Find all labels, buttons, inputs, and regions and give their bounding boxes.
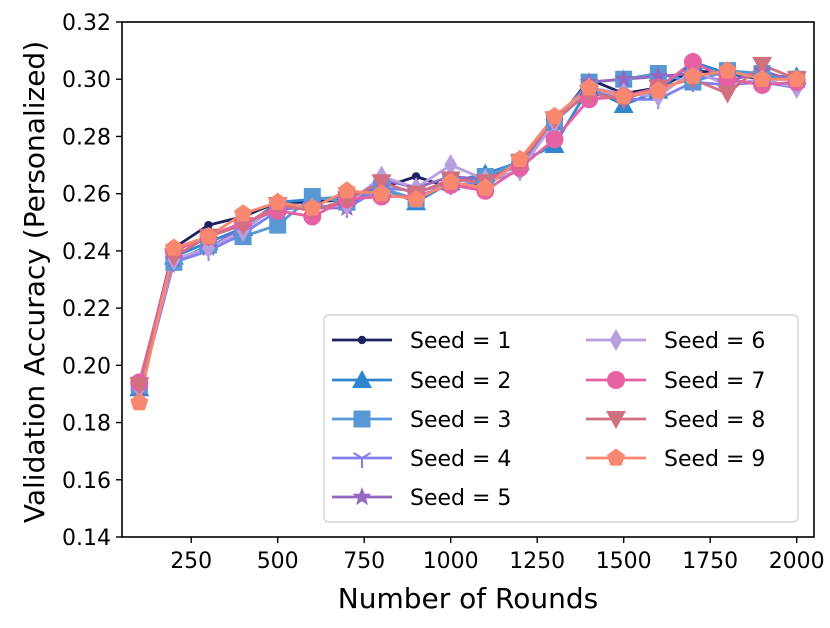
series-point-seed-3 <box>269 216 287 234</box>
legend-label: Seed = 8 <box>664 408 765 433</box>
legend-label: Seed = 1 <box>410 329 511 354</box>
legend-swatch-marker <box>353 410 371 428</box>
legend-swatch-marker <box>607 371 625 389</box>
y-tick-label: 0.26 <box>62 183 111 208</box>
legend-item-seed-3: Seed = 3 <box>332 408 511 433</box>
x-tick-label: 2000 <box>769 549 825 574</box>
legend-box <box>323 314 799 523</box>
series-point-seed-8 <box>371 174 392 193</box>
series-point-seed-8 <box>129 377 150 396</box>
series-point-seed-9 <box>476 178 495 196</box>
legend-label: Seed = 2 <box>410 369 511 394</box>
series-point-seed-9 <box>407 189 426 208</box>
series-point-seed-5 <box>648 66 668 85</box>
series-point-seed-9 <box>683 66 702 85</box>
x-tick-label: 1500 <box>596 549 652 574</box>
y-tick-label: 0.32 <box>62 11 111 36</box>
series-point-seed-9 <box>614 86 633 105</box>
y-tick-label: 0.28 <box>62 125 111 150</box>
legend-label: Seed = 7 <box>664 369 765 394</box>
series-point-seed-9 <box>545 106 564 125</box>
series-point-seed-9 <box>510 149 529 168</box>
series-point-seed-9 <box>718 61 737 79</box>
y-tick-label: 0.16 <box>62 469 111 494</box>
y-tick-label: 0.14 <box>62 526 111 551</box>
series-point-seed-9 <box>580 78 599 96</box>
series-point-seed-7 <box>545 130 564 149</box>
legend-swatch-marker <box>357 335 367 345</box>
series-point-seed-9 <box>372 184 391 202</box>
legend-item-seed-6: Seed = 6 <box>586 329 765 354</box>
legend-item-seed-4: Seed = 4 <box>332 447 511 472</box>
legend-item-seed-5: Seed = 5 <box>332 486 511 511</box>
series-point-seed-7 <box>683 53 702 72</box>
series-point-seed-1 <box>204 220 213 230</box>
x-axis: 250 500 750 1000 1250 1500 1750 2000 <box>170 537 825 574</box>
series-point-seed-9 <box>268 192 287 210</box>
series-point-seed-8 <box>233 217 254 236</box>
series-point-seed-8 <box>752 56 773 75</box>
series-point-seed-9 <box>130 393 149 411</box>
series-point-seed-9 <box>753 69 772 87</box>
series-point-seed-9 <box>649 81 668 99</box>
plot-frame <box>121 21 815 538</box>
legend-label: Seed = 3 <box>410 408 511 433</box>
legend-swatch-marker <box>609 329 623 351</box>
series-point-seed-9 <box>441 172 460 190</box>
y-tick-label: 0.24 <box>62 240 111 265</box>
y-tick-label: 0.18 <box>62 412 111 437</box>
legend-label: Seed = 5 <box>410 486 511 511</box>
legend-label: Seed = 4 <box>410 447 511 472</box>
series-point-seed-9 <box>787 69 806 87</box>
x-tick-label: 1750 <box>682 549 738 574</box>
x-tick-label: 1250 <box>509 549 565 574</box>
legend-item-seed-7: Seed = 7 <box>586 369 765 394</box>
legend-label: Seed = 6 <box>664 329 765 354</box>
legend-item-seed-1: Seed = 1 <box>332 329 511 354</box>
x-tick-label: 750 <box>343 549 385 574</box>
legend-item-seed-9: Seed = 9 <box>586 447 765 472</box>
legend-swatch-marker <box>352 487 372 506</box>
legend-swatch-marker <box>352 370 372 388</box>
legend: Seed = 1 Seed = 2 Seed = 3 Seed = 4 Seed = 5… <box>323 314 799 523</box>
legend-label: Seed = 9 <box>664 447 765 472</box>
y-tick-label: 0.22 <box>62 297 111 322</box>
series-point-seed-9 <box>234 204 253 222</box>
series-point-seed-9 <box>303 198 322 216</box>
legend-item-seed-2: Seed = 2 <box>332 369 511 394</box>
x-tick-label: 1000 <box>423 549 479 574</box>
series-markers <box>129 52 807 411</box>
x-tick-label: 500 <box>257 549 299 574</box>
legend-swatch-marker <box>606 448 626 466</box>
x-axis-label: Number of Rounds <box>338 582 598 615</box>
series-point-seed-8 <box>717 85 738 104</box>
legend-swatch-marker <box>352 452 372 468</box>
y-axis-label: Validation Accuracy (Personalized) <box>18 41 51 523</box>
series-point-seed-1 <box>411 172 421 181</box>
y-tick-label: 0.30 <box>62 68 111 93</box>
y-tick-label: 0.20 <box>62 354 111 379</box>
y-axis: 0.14 0.16 0.18 0.20 0.22 0.24 0.26 0.28 0.30 0.32 <box>62 11 122 551</box>
x-tick-label: 250 <box>170 549 212 574</box>
series-point-seed-5 <box>614 69 634 88</box>
series-point-seed-9 <box>199 227 218 245</box>
legend-item-seed-8: Seed = 8 <box>586 408 765 433</box>
series-point-seed-9 <box>337 181 356 199</box>
series-point-seed-3 <box>303 188 321 206</box>
series-point-seed-9 <box>164 238 183 256</box>
series-point-seed-6 <box>444 154 458 177</box>
legend-swatch-marker <box>606 411 626 429</box>
